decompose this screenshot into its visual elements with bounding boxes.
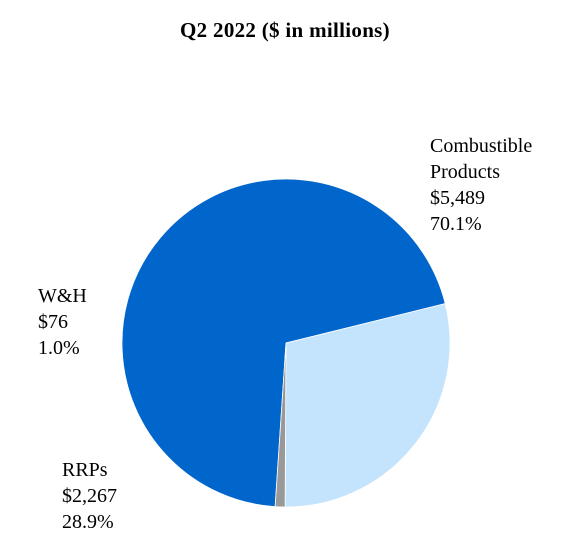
slice-value: $2,267 [62,485,117,507]
pie-slice-wh [274,342,287,508]
slice-percent: 28.9% [62,511,114,533]
chart-title: Q2 2022 ($ in millions) [180,18,390,42]
slice-value: $76 [38,311,68,333]
slice-label-rrps: RRPs $2,267 28.9% [62,457,117,535]
slice-percent: 1.0% [38,337,80,359]
slice-label-wh: W&H $76 1.0% [38,283,87,361]
slice-value: $5,489 [430,187,485,209]
slice-name-line-2: Products [430,161,500,183]
pie-slice-combustible [121,178,446,508]
slice-name: RRPs [62,459,108,481]
slice-label-combustible: Combustible Products $5,489 70.1% [430,133,532,237]
slice-name-line-1: Combustible [430,135,533,157]
pie-slice-rrps [284,303,451,508]
slice-name: W&H [38,285,87,307]
slice-percent: 70.1% [430,213,482,235]
